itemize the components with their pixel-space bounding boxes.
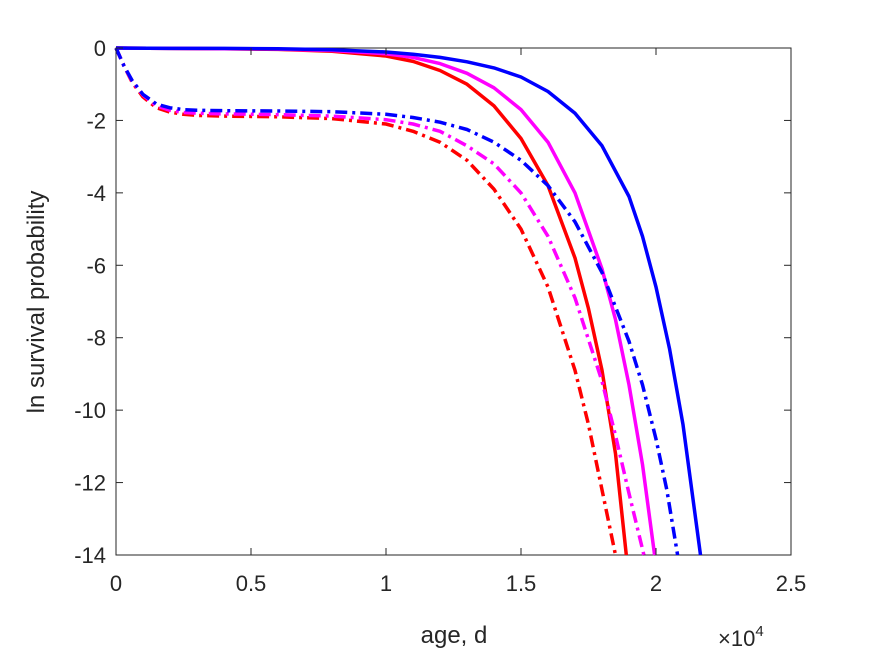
series-line-6 — [114, 47, 680, 556]
y-axis-label: ln survival probability — [23, 191, 50, 414]
x-tick-label: 0.5 — [236, 571, 267, 596]
x-tick-label: 2.5 — [776, 571, 807, 596]
axes-box — [115, 47, 792, 556]
series-layer — [114, 46, 703, 556]
y-tick-label: -10 — [74, 398, 106, 423]
y-tick-label: -6 — [86, 253, 106, 278]
series-line-4 — [114, 47, 618, 556]
x-tick-label: 1 — [380, 571, 392, 596]
x-tick-label: 1.5 — [506, 571, 537, 596]
x-axis-ticks: 0 0.5 1 1.5 2 2.5 — [110, 48, 806, 596]
y-axis-ticks: 0 -2 -4 -6 -8 -10 -12 -14 — [74, 36, 791, 568]
y-tick-label: -14 — [74, 543, 106, 568]
y-tick-label: -12 — [74, 471, 106, 496]
x-axis-exponent-base: ×10 — [718, 626, 755, 651]
x-axis-exponent-power: 4 — [755, 623, 763, 640]
x-axis-label: age, d — [421, 622, 488, 649]
y-tick-label: -4 — [86, 181, 106, 206]
series-line-3 — [115, 46, 703, 556]
y-tick-label: -2 — [86, 108, 106, 133]
series-line-5 — [114, 47, 646, 556]
y-tick-label: 0 — [94, 36, 106, 61]
x-axis-exponent: ×104 — [718, 623, 764, 651]
plot-area: 0 0.5 1 1.5 2 2.5 0 -2 -4 -6 -8 -10 -12 -14 — [74, 36, 806, 596]
x-tick-label: 2 — [650, 571, 662, 596]
y-tick-label: -8 — [86, 326, 106, 351]
x-tick-label: 0 — [110, 571, 122, 596]
